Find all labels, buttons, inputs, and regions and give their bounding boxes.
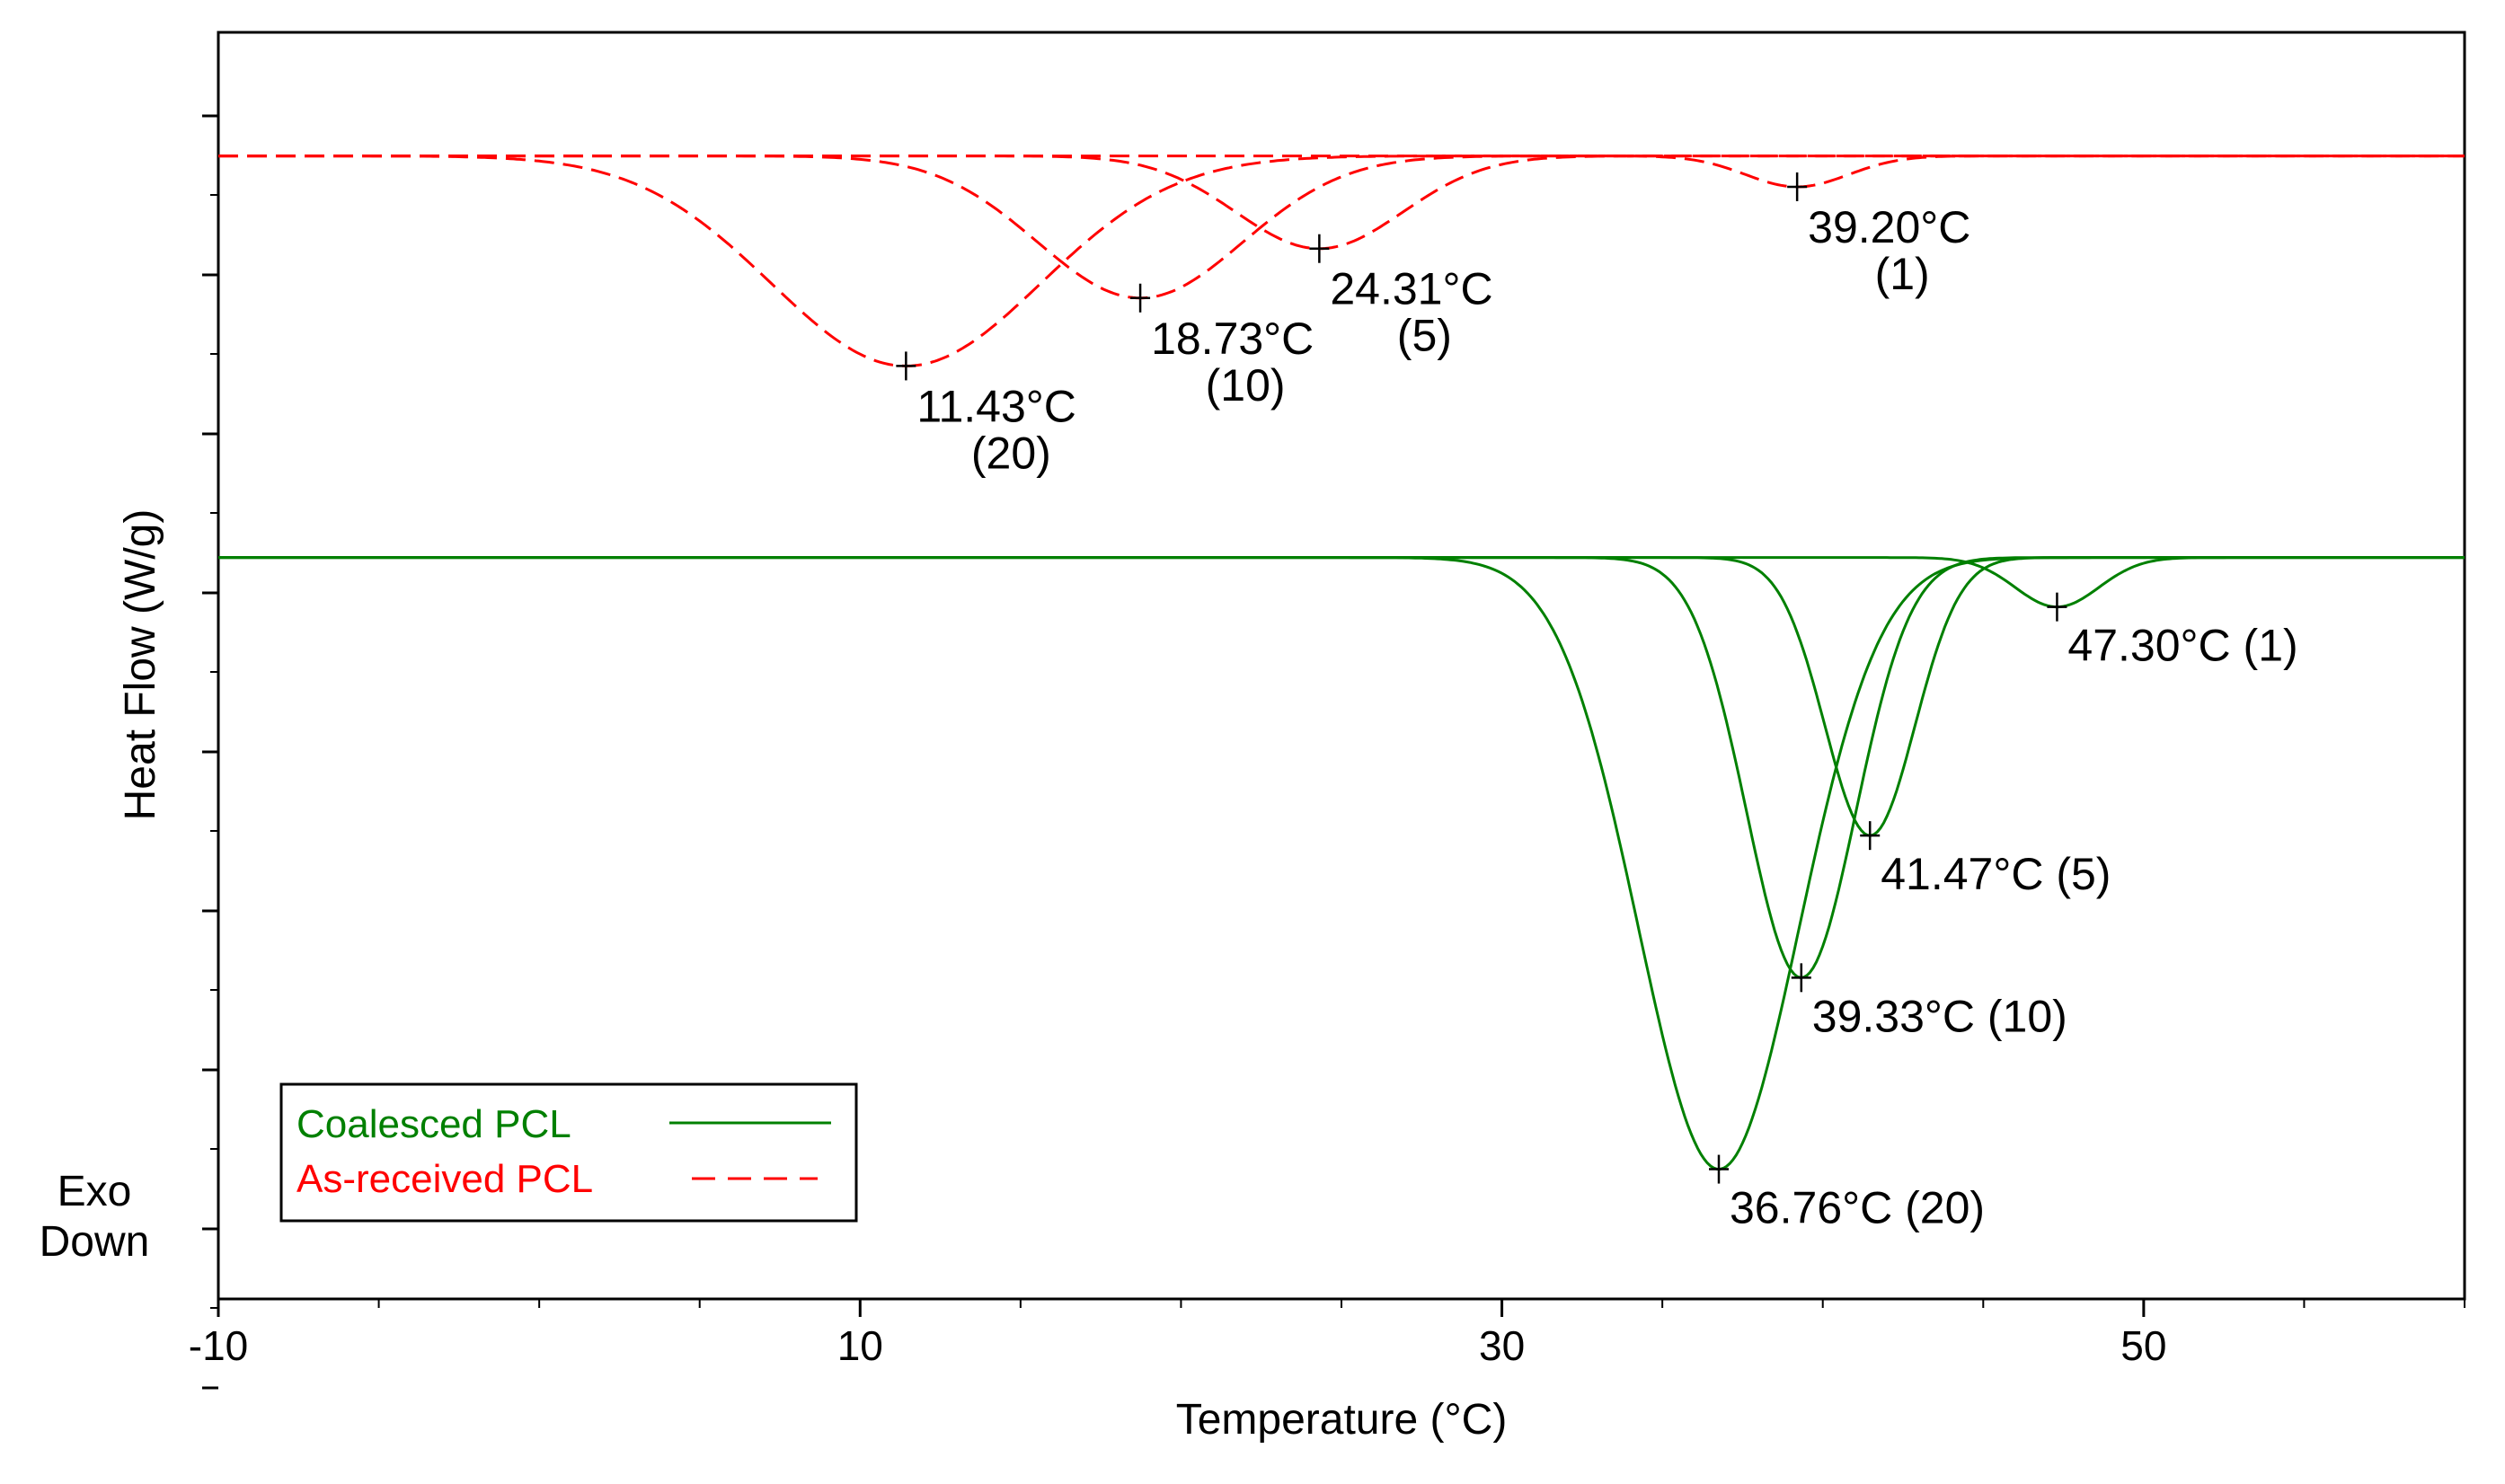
peak-label: (20) xyxy=(971,428,1051,478)
peak-label: 36.76°C (20) xyxy=(1730,1183,1985,1233)
peak-labels-layer: 39.20°C(1) 24.31°C(5) 18.73°C(10) 11.43°C(2… xyxy=(916,202,2297,1233)
y-axis-title: Heat Flow (W/g) xyxy=(117,509,164,821)
legend-label-as-received: As-received PCL xyxy=(297,1157,593,1201)
x-axis-tick-labels: -10 10 30 50 xyxy=(189,1322,2167,1369)
x-axis-ticks xyxy=(217,1299,2465,1317)
peak-label: 39.33°C (10) xyxy=(1812,991,2067,1041)
x-tick-label: 30 xyxy=(1479,1322,1525,1369)
peak-label: (10) xyxy=(1206,360,1286,411)
legend-box xyxy=(279,1082,858,1223)
legend: Coalesced PCL As-received PCL xyxy=(279,1082,858,1223)
peak-label: 24.31°C xyxy=(1330,264,1492,314)
x-tick-label: -10 xyxy=(189,1322,248,1369)
peak-label: 11.43°C xyxy=(916,381,1076,431)
peak-label: (1) xyxy=(1875,249,1930,299)
series-line-as-received-3 xyxy=(218,155,2465,367)
peak-label: 39.20°C xyxy=(1808,202,1970,252)
x-tick-label: 10 xyxy=(837,1322,883,1369)
legend-label-coalesced: Coalesced PCL xyxy=(297,1102,571,1146)
peak-label: 18.73°C xyxy=(1151,314,1314,364)
peak-label: (5) xyxy=(1397,311,1452,361)
exo-label-line1: Exo xyxy=(58,1168,132,1215)
peak-label: 41.47°C (5) xyxy=(1881,849,2111,899)
peak-label: 47.30°C (1) xyxy=(2067,621,2297,671)
y-axis-ticks xyxy=(202,114,218,1390)
exo-label-line2: Down xyxy=(40,1218,150,1266)
series-line-as-received-2 xyxy=(218,155,2465,300)
peak-markers-layer xyxy=(896,172,2067,1184)
series-layer xyxy=(218,155,2465,1171)
series-line-coalesced-7 xyxy=(218,556,2465,1171)
x-axis-title: Temperature (°C) xyxy=(1176,1396,1508,1444)
x-tick-label: 50 xyxy=(2120,1322,2166,1369)
